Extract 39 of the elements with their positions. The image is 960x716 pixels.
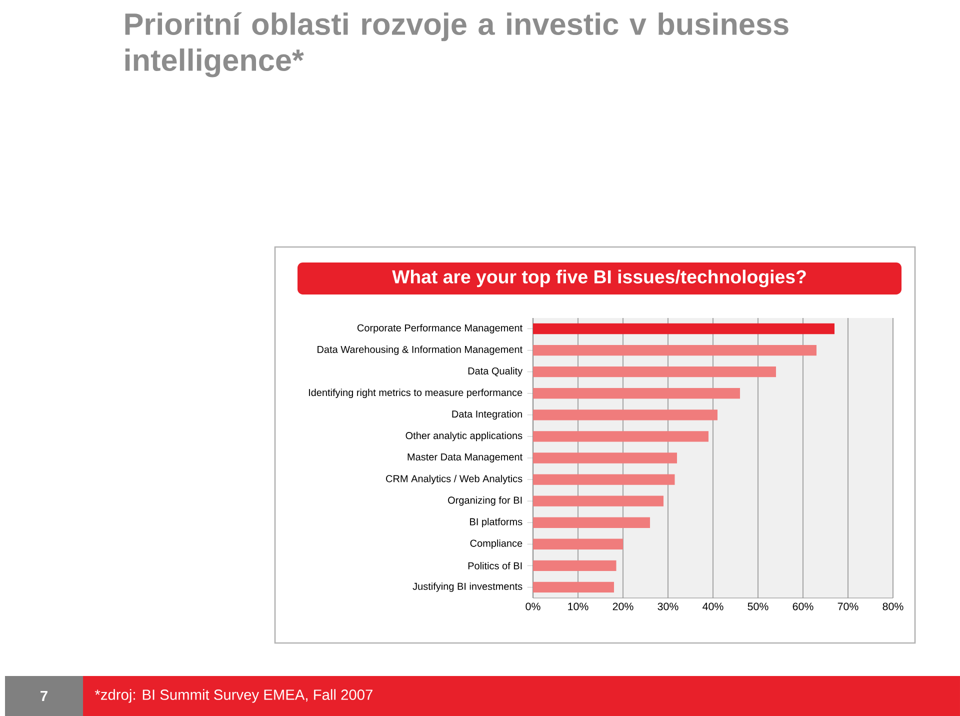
x-tick-label: 20%: [612, 602, 634, 610]
y-tick-label: Data Quality: [468, 367, 523, 376]
text: 7: [40, 690, 48, 702]
y-tick-label: Identifying right metrics to measure performance: [308, 388, 522, 398]
text: *zdroj: BI Summit Survey EMEA, Fall 2007: [94, 689, 372, 703]
bar: [533, 517, 650, 528]
x-tick-label: 80%: [882, 602, 904, 610]
x-tick-label: 10%: [568, 602, 588, 610]
bar: [533, 344, 816, 356]
chart-subtitle: What are your top five BI issues/technologies?: [392, 270, 806, 288]
bar: [533, 496, 664, 506]
bar: [533, 323, 834, 334]
x-tick-label: 40%: [702, 602, 724, 610]
bar: [533, 388, 740, 399]
y-tick-label: Master Data Management: [408, 454, 522, 462]
x-tick-label: 30%: [658, 602, 678, 610]
bar: [533, 452, 677, 464]
x-tick-label: 0%: [526, 602, 540, 610]
bar: [533, 582, 614, 593]
y-tick-label: Data Integration: [452, 410, 522, 420]
y-tick-label: Other analytic applications: [406, 432, 522, 442]
y-tick-label: Justifying BI investments: [412, 582, 522, 592]
y-tick-label: BI platforms: [470, 518, 522, 528]
bar: [533, 366, 776, 378]
y-tick-label: Data Warehousing & Information Management: [318, 346, 522, 355]
x-tick-label: 60%: [792, 602, 814, 610]
y-tick-label: CRM Analytics / Web Analytics: [386, 474, 522, 484]
chart-title: Prioritní oblasti rozvoje a investic v business intelligence*: [125, 12, 788, 78]
x-tick-label: 50%: [748, 602, 768, 610]
bar: [533, 560, 616, 572]
bar: [533, 538, 624, 550]
bar: [533, 474, 675, 485]
y-tick-label: Corporate Performance Management: [357, 324, 522, 334]
y-tick-label: Organizing for BI: [448, 496, 522, 506]
bar: [533, 431, 708, 442]
y-tick-label: Politics of BI: [468, 562, 522, 570]
x-tick-label: 70%: [838, 602, 858, 610]
y-tick-label: Compliance: [470, 539, 522, 549]
bar: [533, 410, 718, 420]
